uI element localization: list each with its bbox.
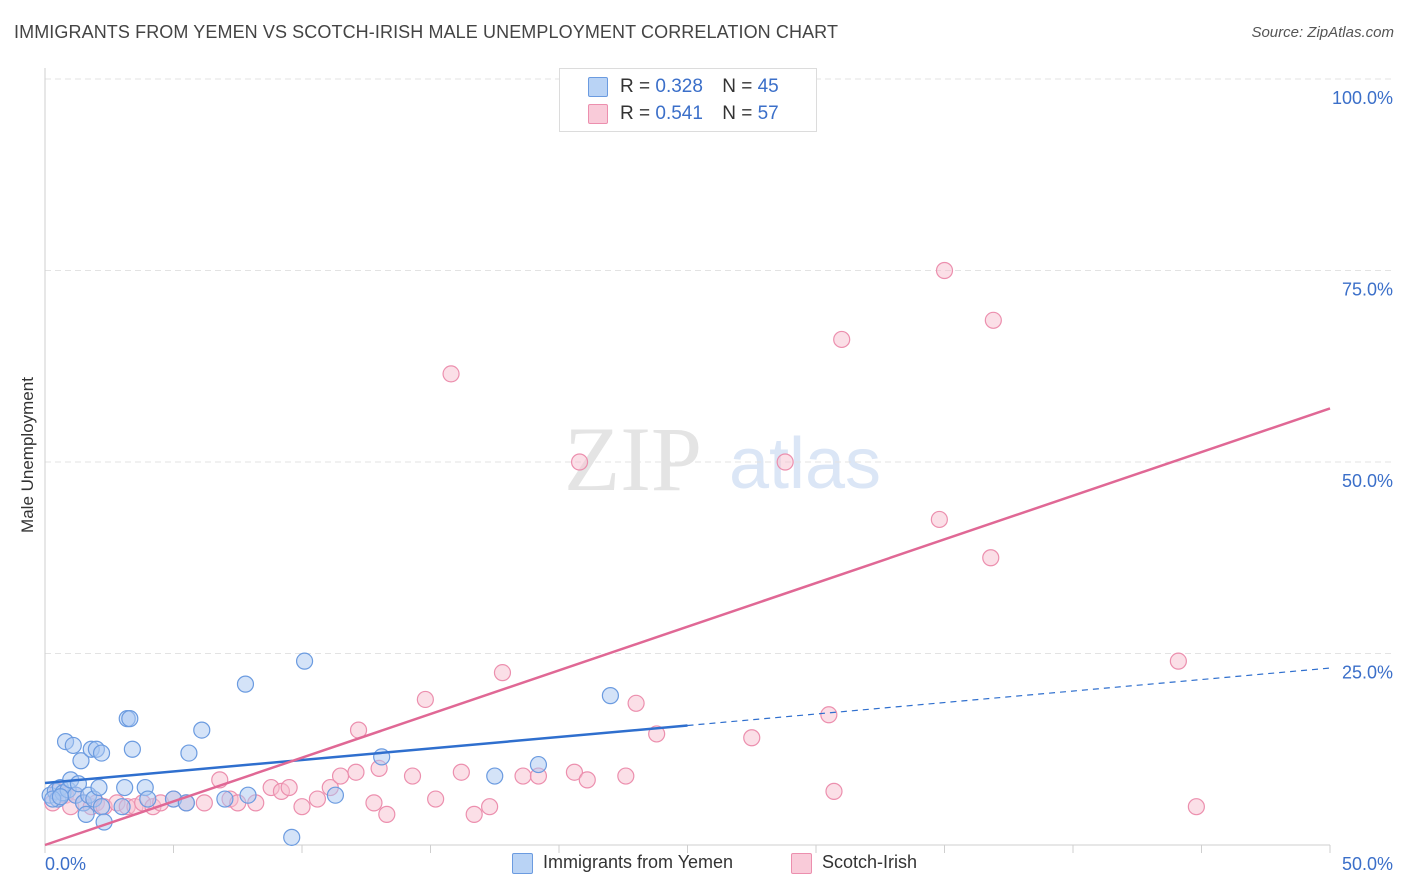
tick-labels: 25.0% 50.0% 75.0% 100.0% 0.0% 50.0% bbox=[45, 88, 1393, 874]
watermark: ZIP atlas bbox=[564, 408, 881, 510]
data-points bbox=[41, 70, 1205, 846]
point-yemen bbox=[529, 755, 548, 774]
point-yemen bbox=[77, 805, 95, 823]
point-yemen bbox=[64, 736, 82, 755]
point-scotch-irish bbox=[1187, 798, 1205, 816]
point-scotch-irish bbox=[442, 365, 460, 383]
point-scotch-irish bbox=[365, 794, 383, 812]
point-yemen bbox=[90, 778, 108, 797]
legend-n-label: N = bbox=[722, 76, 753, 97]
legend-r-label: R = bbox=[620, 76, 651, 97]
point-scotch-irish bbox=[452, 763, 470, 781]
point-yemen bbox=[113, 798, 131, 816]
stats-legend: R = 0.328 N = 45 R = 0.541 N = 57 bbox=[559, 68, 817, 132]
point-scotch-irish bbox=[776, 453, 794, 471]
point-scotch-irish bbox=[416, 690, 434, 709]
point-scotch-irish bbox=[648, 725, 666, 743]
point-scotch-irish bbox=[427, 790, 445, 808]
series-swatch-yemen bbox=[512, 853, 533, 874]
point-yemen bbox=[239, 786, 257, 804]
legend-n-value: 57 bbox=[757, 103, 779, 124]
point-yemen bbox=[92, 744, 111, 762]
point-scotch-irish bbox=[378, 805, 396, 823]
point-yemen bbox=[486, 767, 504, 785]
point-scotch-irish bbox=[347, 763, 365, 781]
trend-line-scotch-irish bbox=[44, 407, 1331, 847]
point-yemen bbox=[139, 790, 157, 808]
point-yemen bbox=[601, 687, 620, 705]
point-yemen bbox=[121, 710, 139, 728]
point-scotch-irish bbox=[293, 798, 311, 816]
legend-r-value: 0.541 bbox=[655, 103, 703, 124]
point-scotch-irish bbox=[570, 453, 589, 471]
point-scotch-irish bbox=[514, 767, 532, 785]
legend-swatch-yemen bbox=[588, 77, 608, 97]
point-scotch-irish bbox=[627, 694, 645, 712]
point-yemen bbox=[92, 798, 111, 816]
y-tick-label: 50.0% bbox=[1342, 471, 1393, 491]
series-swatch-scotch-irish bbox=[791, 853, 812, 874]
point-scotch-irish bbox=[195, 794, 213, 812]
grid bbox=[45, 78, 1395, 654]
point-scotch-irish bbox=[930, 510, 948, 529]
point-scotch-irish bbox=[982, 549, 1000, 567]
point-scotch-irish bbox=[280, 778, 298, 797]
x-tick-label: 50.0% bbox=[1342, 854, 1393, 874]
trend-lines bbox=[44, 407, 1331, 847]
x-tick-label: 0.0% bbox=[45, 854, 86, 874]
legend-row-scotch-irish: R = 0.541 N = 57 bbox=[620, 103, 779, 125]
y-tick-label: 75.0% bbox=[1342, 280, 1393, 300]
legend-n-label: N = bbox=[722, 103, 753, 124]
point-scotch-irish bbox=[935, 261, 954, 280]
point-scotch-irish bbox=[308, 790, 327, 808]
point-scotch-irish bbox=[820, 706, 838, 724]
point-scotch-irish bbox=[578, 771, 596, 789]
legend-r-value: 0.328 bbox=[655, 76, 703, 97]
point-yemen bbox=[283, 828, 301, 846]
legend-n-value: 45 bbox=[757, 76, 779, 97]
point-yemen bbox=[51, 788, 70, 806]
trend-line-yemen-extension bbox=[687, 667, 1331, 727]
point-yemen bbox=[180, 744, 198, 762]
point-yemen bbox=[116, 778, 134, 797]
point-scotch-irish bbox=[617, 767, 635, 785]
legend-row-yemen: R = 0.328 N = 45 bbox=[620, 76, 779, 98]
y-tick-label: 100.0% bbox=[1332, 88, 1393, 108]
point-scotch-irish bbox=[833, 330, 851, 349]
point-scotch-irish bbox=[984, 311, 1002, 329]
series-label-scotch-irish: Scotch-Irish bbox=[822, 852, 918, 872]
point-scotch-irish bbox=[565, 763, 584, 781]
point-yemen bbox=[193, 721, 211, 739]
point-yemen bbox=[72, 752, 90, 770]
point-scotch-irish bbox=[493, 664, 512, 682]
point-scotch-irish bbox=[825, 782, 843, 800]
y-tick-label: 25.0% bbox=[1342, 663, 1393, 683]
point-yemen bbox=[236, 675, 255, 693]
point-scotch-irish bbox=[331, 767, 350, 785]
source-label: Source: ZipAtlas.com bbox=[1251, 24, 1394, 41]
point-yemen bbox=[326, 786, 345, 804]
watermark-atlas: atlas bbox=[729, 424, 881, 504]
point-scotch-irish bbox=[1169, 652, 1187, 670]
point-scotch-irish bbox=[743, 729, 761, 747]
series-legend-yemen: Immigrants from Yemen bbox=[512, 852, 734, 874]
axes bbox=[44, 68, 1331, 853]
chart-title: IMMIGRANTS FROM YEMEN VS SCOTCH-IRISH MA… bbox=[14, 22, 839, 42]
legend-r-label: R = bbox=[620, 103, 651, 124]
series-legend-scotch-irish: Scotch-Irish bbox=[791, 852, 918, 874]
point-scotch-irish bbox=[481, 798, 499, 816]
point-yemen bbox=[295, 652, 314, 670]
point-yemen bbox=[123, 740, 141, 758]
legend-swatch-scotch-irish bbox=[588, 104, 608, 124]
point-yemen bbox=[216, 790, 234, 808]
series-label-yemen: Immigrants from Yemen bbox=[543, 852, 734, 872]
point-scotch-irish bbox=[403, 767, 422, 785]
point-scotch-irish bbox=[465, 805, 483, 823]
trend-line-yemen bbox=[44, 724, 688, 785]
